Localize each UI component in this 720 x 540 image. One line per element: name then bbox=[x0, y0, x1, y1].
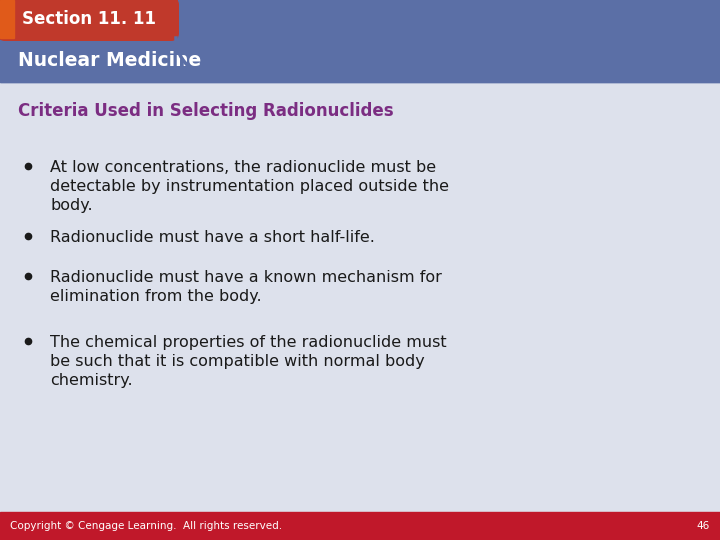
Text: Radionuclide must have a known mechanism for
elimination from the body.: Radionuclide must have a known mechanism… bbox=[50, 270, 442, 304]
Bar bbox=[0, 0, 14, 38]
Bar bbox=[0, 0, 720, 82]
Text: Copyright © Cengage Learning.  All rights reserved.: Copyright © Cengage Learning. All rights… bbox=[10, 521, 282, 531]
Text: At low concentrations, the radionuclide must be
detectable by instrumentation pl: At low concentrations, the radionuclide … bbox=[50, 160, 449, 213]
Bar bbox=[0, 512, 720, 540]
Bar bbox=[0, 38, 720, 82]
Text: Section 11. 11: Section 11. 11 bbox=[22, 10, 156, 28]
Text: Criteria Used in Selecting Radionuclides: Criteria Used in Selecting Radionuclides bbox=[18, 102, 394, 120]
Text: The chemical properties of the radionuclide must
be such that it is compatible w: The chemical properties of the radionucl… bbox=[50, 335, 446, 388]
Text: 46: 46 bbox=[697, 521, 710, 531]
FancyBboxPatch shape bbox=[0, 0, 179, 41]
Text: Radionuclide must have a short half-life.: Radionuclide must have a short half-life… bbox=[50, 230, 375, 245]
Text: Nuclear Medicine: Nuclear Medicine bbox=[18, 51, 202, 70]
